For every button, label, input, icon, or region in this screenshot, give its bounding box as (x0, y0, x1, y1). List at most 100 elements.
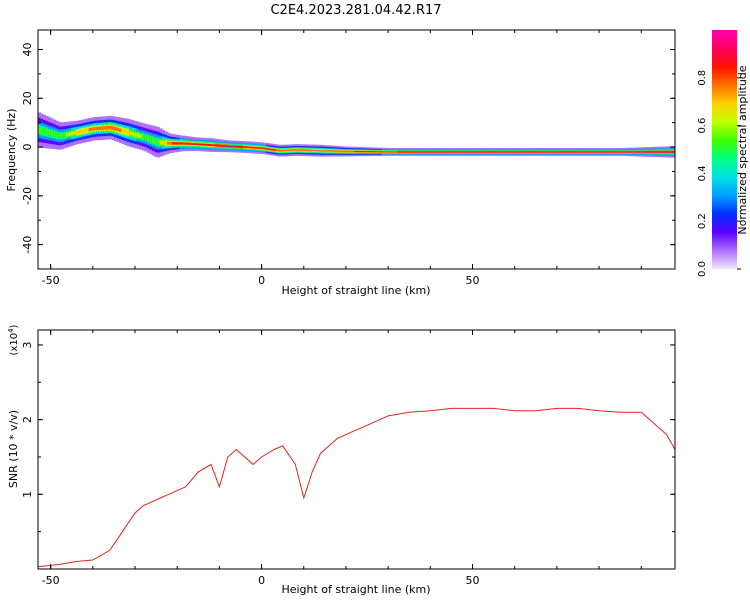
spectrogram-cell (169, 142, 173, 145)
spectrogram-cell (410, 151, 414, 153)
spectrogram-cell (339, 150, 343, 152)
spectrogram-x-tick-label: -50 (42, 274, 60, 287)
snr-y-multiplier-close: ) (9, 324, 20, 328)
spectrogram-cell (417, 151, 421, 153)
spectrogram-cell (141, 134, 145, 139)
spectrogram-cell (144, 135, 148, 140)
spectrogram-cell (475, 151, 480, 153)
spectrogram-cell (622, 151, 626, 153)
spectrogram-cell (106, 126, 110, 130)
spectrogram-cell (582, 151, 586, 153)
spectrogram-cell (116, 127, 120, 132)
spectrogram-cell (118, 128, 123, 132)
spectrogram-cell (572, 151, 576, 153)
colorbar-tick-label: 0.8 (697, 70, 708, 86)
spectrogram-cell (415, 151, 419, 153)
spectrogram-cell (334, 150, 338, 152)
snr-x-tick-label: 50 (466, 574, 480, 587)
spectrogram-cell (351, 150, 355, 153)
spectrogram-cell (546, 151, 550, 153)
spectrogram-cell (230, 145, 234, 148)
spectrogram-cell (293, 149, 297, 151)
spectrogram-cell (569, 151, 573, 153)
spectrogram-cell (278, 149, 282, 152)
spectrogram-cell (63, 133, 67, 137)
colorbar-ticks: 0.0 0.2 0.4 0.6 0.8 (697, 70, 741, 277)
spectrogram-cell (663, 151, 667, 153)
spectrogram-cell (349, 150, 353, 153)
spectrogram-cell (665, 151, 669, 153)
spectrogram-cell (382, 151, 386, 153)
spectrogram-cell (164, 141, 168, 145)
spectrogram-cell (511, 151, 515, 153)
spectrogram-cell (539, 151, 543, 153)
spectrogram-cell (364, 151, 368, 153)
spectrogram-cell (632, 151, 636, 153)
spectrogram-cell (508, 151, 512, 153)
spectrogram-cell (248, 146, 252, 149)
spectrogram-cell (237, 145, 242, 148)
snr-y-multiplier: (x104) (7, 324, 20, 355)
spectrogram-cell (240, 146, 244, 148)
spectrogram-cell (437, 151, 442, 153)
spectrogram-cell (265, 148, 269, 150)
spectrogram-cell (235, 145, 239, 148)
spectrogram-cell (96, 126, 100, 131)
spectrogram-cell (83, 129, 87, 133)
spectrogram-cell (480, 151, 485, 153)
spectrogram-cell (384, 151, 388, 153)
spectrogram-cell (189, 142, 193, 145)
spectrogram-cell (541, 151, 545, 153)
spectrogram-cell (159, 140, 163, 145)
spectrogram-cell (301, 149, 305, 151)
spectrogram-cell (607, 151, 611, 153)
spectrogram-cell (40, 128, 44, 134)
spectrogram-cell (493, 151, 497, 153)
spectrogram-cell (387, 151, 391, 153)
spectrogram-cell (187, 142, 191, 145)
snr-y-multiplier-exp: 4 (7, 328, 15, 333)
spectrogram-cell (564, 151, 568, 153)
spectrogram-cell (222, 145, 226, 147)
spectrogram-y-tick-label: -20 (21, 187, 34, 205)
spectrogram-cell (405, 151, 409, 153)
spectrogram-cell (491, 151, 495, 153)
spectrogram-cell (60, 133, 64, 138)
spectrogram-cell (65, 132, 69, 137)
spectrogram-cell (516, 151, 520, 153)
spectrogram-cell (316, 149, 320, 152)
spectrogram-cell (220, 144, 224, 147)
spectrogram-cell (129, 131, 133, 136)
colorbar-tick-label: 0.0 (697, 261, 708, 277)
spectrogram-cell (58, 133, 62, 138)
spectrogram-cell (377, 151, 381, 153)
spectrogram-cell (392, 151, 396, 153)
spectrogram-cell (53, 132, 57, 137)
spectrogram-cell (184, 142, 188, 145)
spectrogram-cell (212, 144, 216, 147)
spectrogram-cell (625, 151, 629, 153)
spectrogram-cell (453, 151, 457, 153)
spectrogram-cell (587, 151, 591, 153)
colorbar-label: Normalized spectral amplitude (736, 65, 749, 234)
spectrogram-cell (321, 149, 325, 152)
spectrogram-cell (154, 139, 158, 144)
spectrogram-cell (359, 150, 363, 153)
spectrogram-cell (422, 151, 426, 153)
spectrogram-cell (648, 151, 652, 153)
spectrogram-cell (640, 151, 644, 153)
spectrogram-cell (486, 151, 490, 153)
spectrogram-cell (498, 151, 502, 153)
spectrogram-cell (650, 151, 654, 153)
spectrogram-cell (250, 146, 254, 149)
spectrogram-cell (610, 151, 614, 153)
spectrogram-cell (318, 149, 323, 152)
spectrogram-cell (88, 128, 92, 132)
snr-y-multiplier-base: (x10 (9, 333, 20, 356)
spectrogram-cell (645, 151, 649, 153)
spectrogram-cell (98, 126, 102, 130)
spectrogram-cell (442, 151, 447, 153)
spectrogram-cell (584, 151, 588, 153)
spectrogram-cell (460, 151, 464, 153)
spectrogram-cell (574, 151, 578, 153)
